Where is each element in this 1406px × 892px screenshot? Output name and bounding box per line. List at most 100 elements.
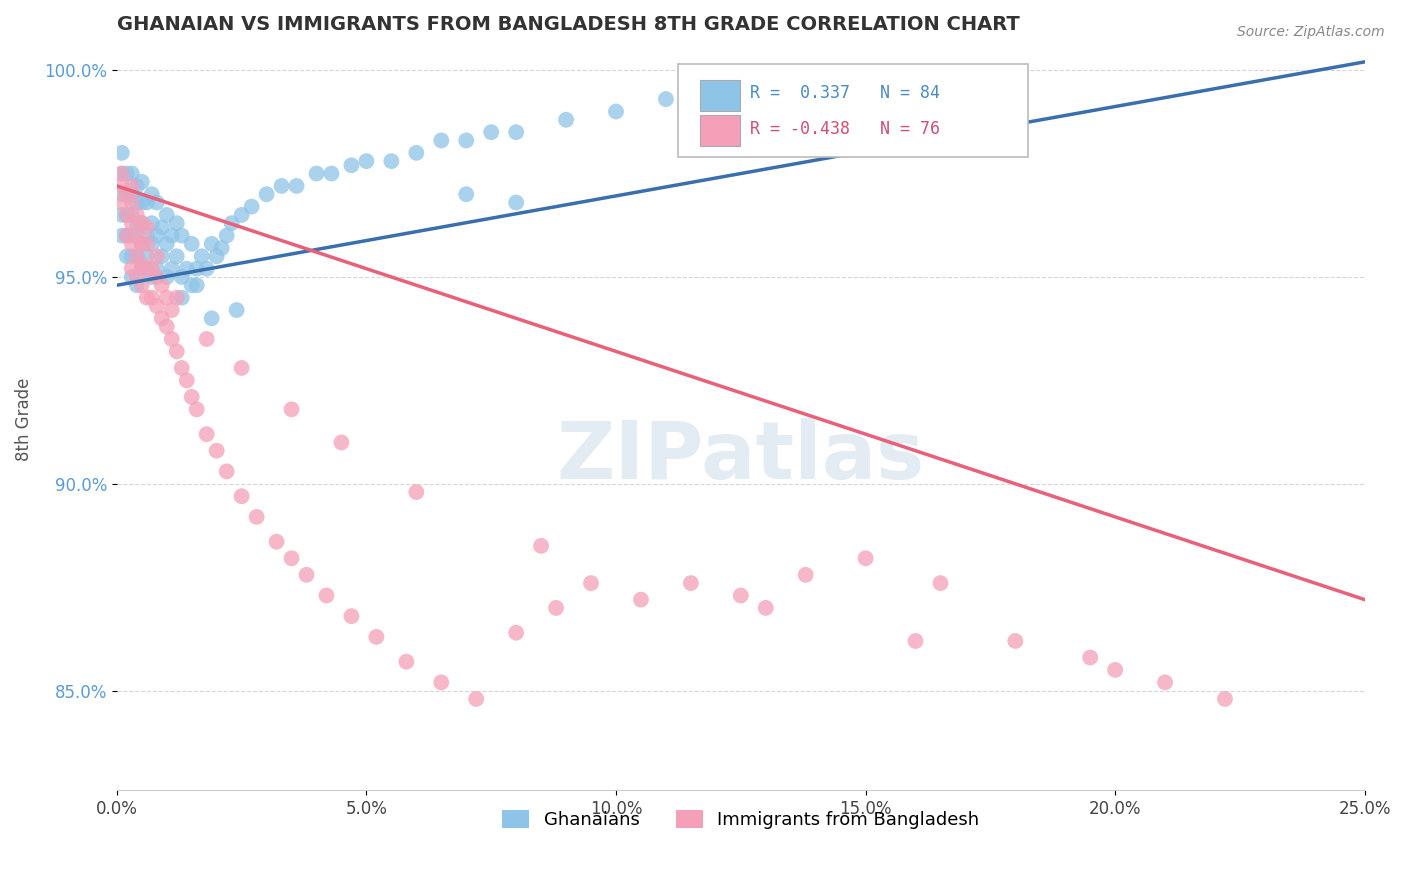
- Point: [111, 228, 134, 243]
- Point: [176, 373, 198, 387]
- Point: [195, 332, 218, 346]
- Point: [141, 269, 163, 284]
- Point: [125, 220, 148, 235]
- Point: [111, 178, 134, 193]
- Point: [121, 236, 143, 251]
- Point: [160, 303, 183, 318]
- Point: [111, 167, 134, 181]
- Point: [125, 269, 148, 284]
- Point: [131, 258, 153, 272]
- Point: [141, 187, 163, 202]
- Point: [266, 534, 288, 549]
- Point: [121, 228, 143, 243]
- Point: [340, 609, 363, 624]
- Point: [131, 175, 153, 189]
- Point: [704, 84, 727, 98]
- Point: [121, 195, 143, 210]
- Point: [405, 145, 427, 160]
- Point: [121, 261, 143, 276]
- Point: [125, 195, 148, 210]
- Point: [225, 303, 247, 318]
- Point: [201, 236, 224, 251]
- Point: [156, 269, 179, 284]
- Point: [195, 261, 218, 276]
- Text: Source: ZipAtlas.com: Source: ZipAtlas.com: [1237, 25, 1385, 39]
- Point: [215, 464, 238, 478]
- Point: [121, 208, 143, 222]
- Point: [145, 228, 167, 243]
- Point: [180, 278, 202, 293]
- Point: [655, 92, 678, 106]
- Point: [131, 236, 153, 251]
- Point: [160, 332, 183, 346]
- Point: [180, 236, 202, 251]
- Point: [156, 291, 179, 305]
- Point: [111, 208, 134, 222]
- Point: [131, 278, 153, 293]
- Point: [156, 236, 179, 251]
- Point: [111, 167, 134, 181]
- Text: R = -0.438   N = 76: R = -0.438 N = 76: [749, 120, 939, 137]
- Point: [246, 509, 269, 524]
- Point: [135, 195, 157, 210]
- Point: [605, 104, 627, 119]
- Point: [295, 567, 318, 582]
- Point: [135, 291, 157, 305]
- Point: [221, 216, 243, 230]
- Legend: Ghanaians, Immigrants from Bangladesh: Ghanaians, Immigrants from Bangladesh: [495, 803, 987, 837]
- Point: [904, 634, 927, 648]
- Point: [145, 299, 167, 313]
- Point: [205, 443, 228, 458]
- Point: [205, 249, 228, 263]
- Point: [366, 630, 388, 644]
- Point: [125, 208, 148, 222]
- Text: R =  0.337   N = 84: R = 0.337 N = 84: [749, 84, 939, 102]
- Point: [1213, 692, 1236, 706]
- Point: [430, 675, 453, 690]
- Point: [456, 187, 478, 202]
- Point: [115, 208, 138, 222]
- Point: [929, 576, 952, 591]
- Point: [215, 228, 238, 243]
- Point: [186, 402, 208, 417]
- Point: [280, 551, 302, 566]
- Point: [430, 133, 453, 147]
- Point: [170, 361, 193, 376]
- Point: [160, 261, 183, 276]
- Point: [111, 145, 134, 160]
- Point: [231, 361, 253, 376]
- Point: [630, 592, 652, 607]
- Point: [505, 125, 527, 139]
- Point: [256, 187, 278, 202]
- Point: [1104, 663, 1126, 677]
- Point: [150, 249, 173, 263]
- Point: [160, 228, 183, 243]
- Point: [285, 178, 308, 193]
- Point: [111, 187, 134, 202]
- Point: [131, 216, 153, 230]
- Point: [1078, 650, 1101, 665]
- Point: [150, 278, 173, 293]
- Point: [280, 402, 302, 417]
- Point: [505, 195, 527, 210]
- Point: [176, 261, 198, 276]
- Point: [135, 228, 157, 243]
- Point: [125, 249, 148, 263]
- Point: [150, 220, 173, 235]
- Point: [121, 167, 143, 181]
- Point: [156, 319, 179, 334]
- Point: [1004, 634, 1026, 648]
- Text: ZIPatlas: ZIPatlas: [557, 417, 925, 496]
- Point: [145, 261, 167, 276]
- Point: [170, 269, 193, 284]
- Point: [555, 112, 578, 127]
- Point: [166, 291, 188, 305]
- Point: [141, 291, 163, 305]
- Point: [530, 539, 553, 553]
- Point: [579, 576, 602, 591]
- Y-axis label: 8th Grade: 8th Grade: [15, 378, 32, 461]
- Point: [121, 269, 143, 284]
- Point: [166, 344, 188, 359]
- Point: [186, 278, 208, 293]
- Point: [231, 208, 253, 222]
